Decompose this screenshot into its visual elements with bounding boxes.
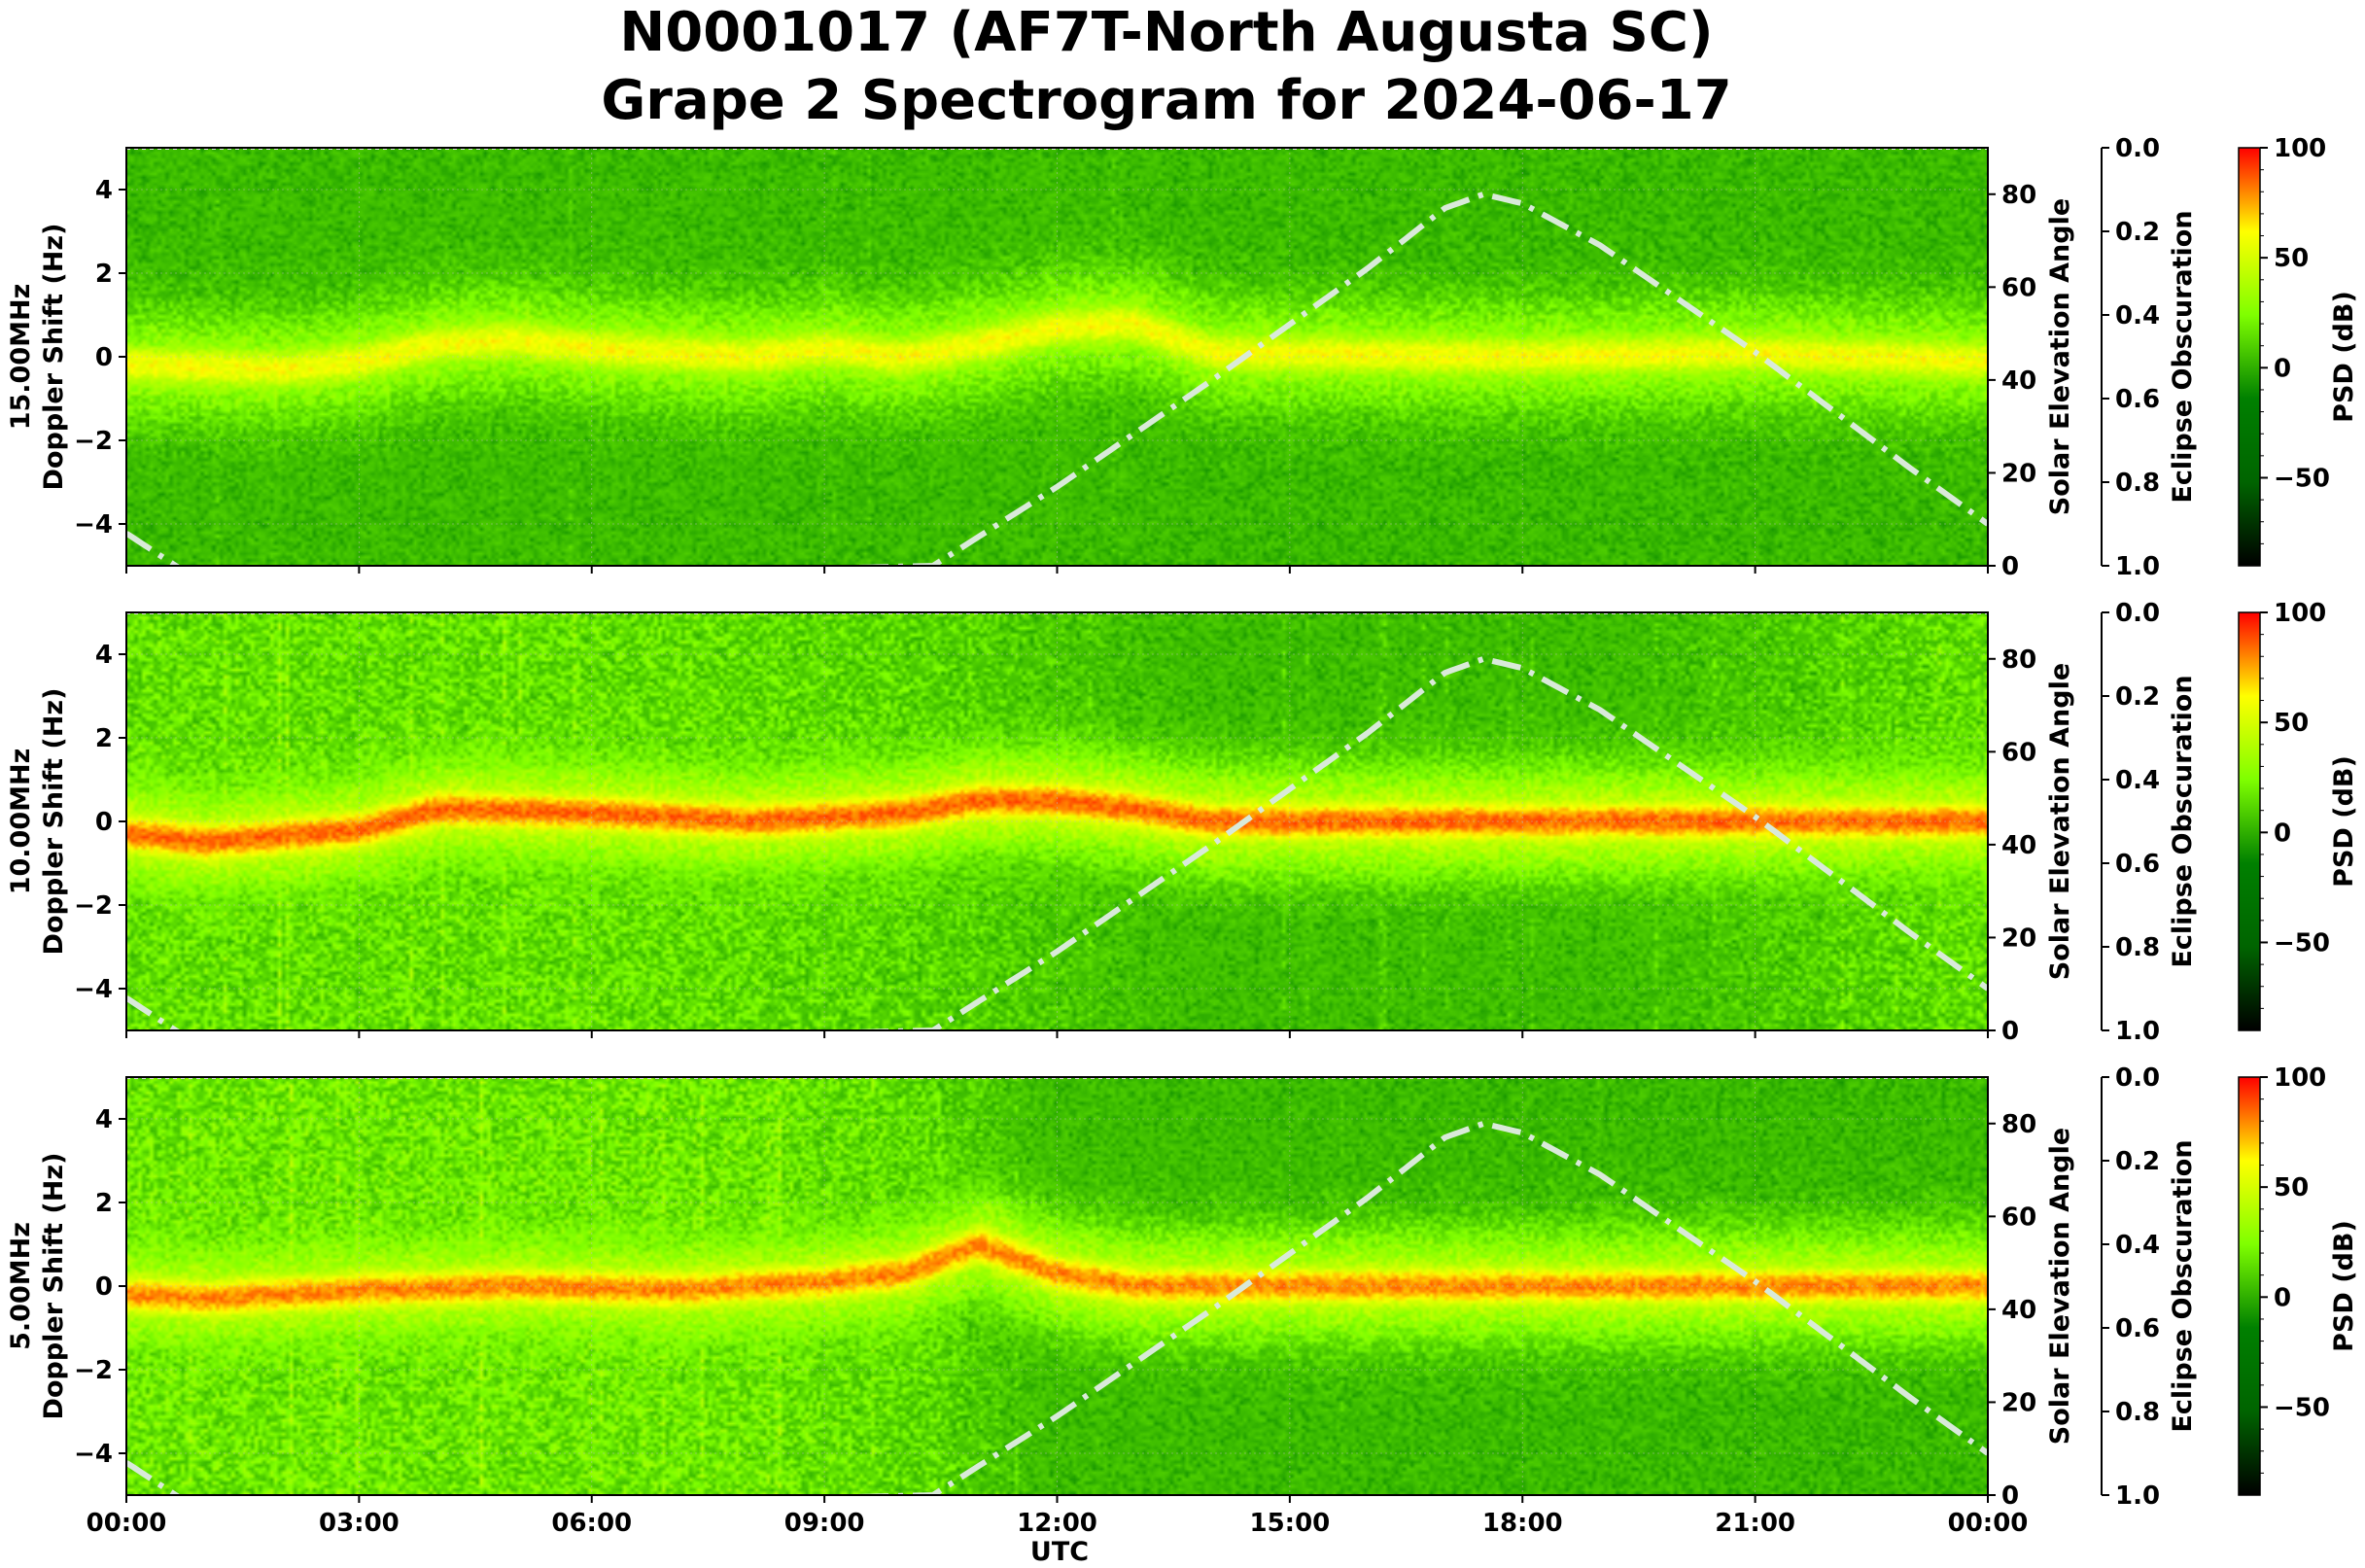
eclipse-tick-label: 0.4 — [2115, 301, 2160, 331]
doppler-tick-label: 2 — [95, 1189, 113, 1218]
chart-title: N0001017 (AF7T-North Augusta SC) — [619, 1, 1713, 64]
solar-tick-label: 0 — [2001, 1481, 2019, 1511]
eclipse-tick-label: 0.2 — [2115, 1147, 2160, 1176]
doppler-tick-label: 0 — [95, 343, 113, 372]
solar-tick-label: 60 — [2001, 738, 2036, 767]
eclipse-tick-label: 0.8 — [2115, 469, 2160, 498]
eclipse-axis-label: Eclipse Obscuration — [2168, 1139, 2198, 1432]
colorbar-tick-label: 100 — [2274, 599, 2326, 628]
solar-tick-label: 0 — [2001, 552, 2019, 581]
eclipse-tick-label: 0.4 — [2115, 766, 2160, 795]
eclipse-tick-label: 0.8 — [2115, 933, 2160, 962]
eclipse-tick-label: 1.0 — [2115, 552, 2160, 581]
colorbar — [2238, 611, 2261, 1031]
eclipse-tick-label: 0.6 — [2115, 385, 2160, 414]
eclipse-axis-label: Eclipse Obscuration — [2168, 675, 2198, 967]
solar-elevation-line — [126, 1120, 1988, 1495]
x-tick-label: 15:00 — [1249, 1509, 1330, 1538]
panel-1: 420−2−410.00MHz Doppler Shift (Hz)0204060… — [6, 599, 2359, 1046]
colorbar-tick-label: −50 — [2274, 1393, 2330, 1422]
colorbar-tick-label: 50 — [2274, 1173, 2309, 1202]
solar-elevation-line — [126, 655, 1988, 1030]
solar-tick-label: 20 — [2001, 923, 2036, 953]
eclipse-tick-label: 0.2 — [2115, 682, 2160, 712]
doppler-tick-label: −2 — [74, 427, 113, 456]
colorbar-tick-label: 0 — [2274, 1283, 2291, 1312]
colorbar-tick-label: −50 — [2274, 464, 2330, 493]
x-tick-label: 21:00 — [1715, 1509, 1795, 1538]
doppler-tick-label: 4 — [95, 641, 113, 670]
solar-tick-label: 80 — [2001, 181, 2036, 210]
doppler-axis-label: 15.00MHz — [6, 284, 36, 431]
x-tick-label: 03:00 — [319, 1509, 400, 1538]
colorbar-label: PSD (dB) — [2329, 755, 2359, 888]
doppler-tick-label: 4 — [95, 1105, 113, 1134]
solar-tick-label: 40 — [2001, 366, 2036, 396]
eclipse-tick-label: 0.2 — [2115, 218, 2160, 247]
eclipse-tick-label: 0.0 — [2115, 134, 2160, 163]
colorbar-tick-label: 100 — [2274, 134, 2326, 163]
doppler-tick-label: 0 — [95, 808, 113, 837]
eclipse-tick-label: 0.6 — [2115, 1314, 2160, 1343]
doppler-axis-label: 5.00MHz — [6, 1222, 36, 1350]
x-tick-label: 00:00 — [1948, 1509, 2029, 1538]
x-tick-label: 00:00 — [87, 1509, 167, 1538]
doppler-tick-label: −2 — [74, 891, 113, 921]
eclipse-tick-label: 0.8 — [2115, 1398, 2160, 1427]
panel-0: 420−2−415.00MHz Doppler Shift (Hz)0204060… — [6, 134, 2359, 581]
doppler-tick-label: −2 — [74, 1356, 113, 1385]
solar-tick-label: 60 — [2001, 273, 2036, 302]
x-tick-label: 18:00 — [1482, 1509, 1563, 1538]
solar-tick-label: 40 — [2001, 831, 2036, 860]
eclipse-tick-label: 0.4 — [2115, 1231, 2160, 1260]
eclipse-tick-label: 1.0 — [2115, 1481, 2160, 1511]
eclipse-tick-label: 0.0 — [2115, 1063, 2160, 1093]
doppler-axis-label: Doppler Shift (Hz) — [39, 1153, 69, 1420]
chart-subtitle: Grape 2 Spectrogram for 2024-06-17 — [601, 69, 1731, 132]
doppler-axis-label: Doppler Shift (Hz) — [39, 688, 69, 956]
solar-axis-label: Solar Elevation Angle — [2045, 663, 2075, 980]
colorbar — [2238, 1076, 2261, 1496]
doppler-axis-label: 10.00MHz — [6, 749, 36, 895]
colorbar-tick-label: 0 — [2274, 819, 2291, 848]
doppler-tick-label: 2 — [95, 724, 113, 753]
colorbar-tick-label: −50 — [2274, 928, 2330, 958]
panel-2: 420−2−45.00MHz Doppler Shift (Hz)02040608… — [6, 1063, 2359, 1538]
colorbar-tick-label: 50 — [2274, 709, 2309, 738]
eclipse-tick-label: 0.0 — [2115, 599, 2160, 628]
doppler-axis-label: Doppler Shift (Hz) — [39, 224, 69, 491]
solar-tick-label: 80 — [2001, 645, 2036, 675]
panels-group: 420−2−415.00MHz Doppler Shift (Hz)0204060… — [6, 134, 2359, 1538]
solar-tick-label: 20 — [2001, 459, 2036, 488]
x-axis-label: UTC — [1030, 1537, 1089, 1567]
solar-axis-label: Solar Elevation Angle — [2045, 198, 2075, 515]
solar-axis-label: Solar Elevation Angle — [2045, 1128, 2075, 1445]
doppler-tick-label: 2 — [95, 260, 113, 289]
colorbar — [2238, 147, 2261, 567]
doppler-tick-label: −4 — [74, 1440, 113, 1469]
solar-tick-label: 0 — [2001, 1017, 2019, 1046]
solar-tick-label: 40 — [2001, 1296, 2036, 1325]
x-tick-label: 12:00 — [1017, 1509, 1097, 1538]
solar-tick-label: 60 — [2001, 1202, 2036, 1232]
eclipse-tick-label: 1.0 — [2115, 1017, 2160, 1046]
x-tick-label: 09:00 — [784, 1509, 865, 1538]
colorbar-label: PSD (dB) — [2329, 1220, 2359, 1352]
colorbar-tick-label: 100 — [2274, 1063, 2326, 1093]
solar-elevation-line — [126, 191, 1988, 566]
x-tick-label: 06:00 — [551, 1509, 632, 1538]
doppler-tick-label: −4 — [74, 510, 113, 540]
eclipse-tick-label: 0.6 — [2115, 850, 2160, 879]
eclipse-axis-label: Eclipse Obscuration — [2168, 210, 2198, 503]
solar-tick-label: 20 — [2001, 1388, 2036, 1417]
solar-tick-label: 80 — [2001, 1110, 2036, 1139]
doppler-tick-label: 4 — [95, 176, 113, 205]
colorbar-tick-label: 0 — [2274, 354, 2291, 383]
colorbar-label: PSD (dB) — [2329, 291, 2359, 423]
doppler-tick-label: −4 — [74, 975, 113, 1004]
colorbar-tick-label: 50 — [2274, 244, 2309, 273]
doppler-tick-label: 0 — [95, 1272, 113, 1302]
